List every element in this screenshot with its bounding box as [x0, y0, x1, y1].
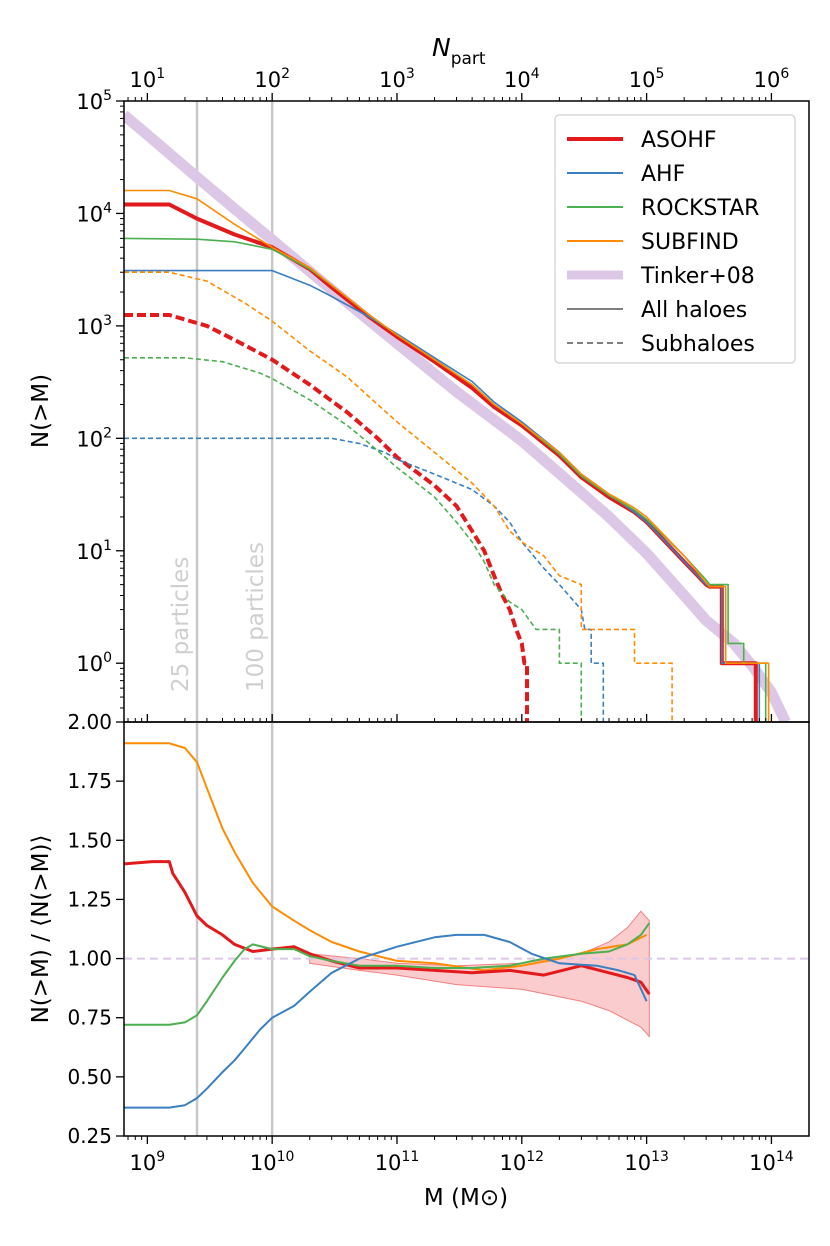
npart-tick-label: 101 — [130, 66, 166, 92]
y-tick-label: 103 — [76, 313, 112, 339]
x-tick-label: 1010 — [250, 1149, 295, 1175]
y-tick-label: 100 — [76, 650, 112, 676]
top-axis-label: Npart — [432, 33, 486, 69]
legend-label-asohf: ASOHF — [641, 128, 717, 153]
x-tick-label: 1012 — [500, 1149, 545, 1175]
npart-tick-label: 102 — [254, 66, 290, 92]
top-axis-label-main: N — [432, 33, 451, 62]
y-axis-label-top: N(>M) — [28, 374, 54, 448]
x-axis-label: M (M⊙) — [424, 1185, 508, 1211]
x-tick-label: 1013 — [624, 1149, 669, 1175]
npart-tick-label: 106 — [754, 66, 790, 92]
vline-label-25-particles: 25 particles — [168, 557, 194, 692]
legend-label-ahf: AHF — [641, 162, 685, 187]
ratio-series — [124, 742, 809, 1109]
band-asohf-spread — [309, 910, 650, 1038]
ratio-y-tick-label: 1.75 — [67, 769, 112, 793]
legend: ASOHF AHF ROCKSTAR SUBFIND Tinker+08 All halo… — [554, 114, 796, 364]
bottom-panel-axes: 0.25 0.50 0.75 1.00 1.25 1.50 1.75 2.00 109 1010 1… — [67, 710, 810, 1175]
npart-tick-label: 104 — [504, 66, 540, 92]
x-tick-label: 1014 — [749, 1149, 794, 1175]
series-rockstar-sub — [124, 357, 583, 722]
reference-lines-bottom — [195, 722, 274, 1136]
ratio-y-tick-label: 1.50 — [67, 828, 112, 852]
bottom-panel-frame — [123, 721, 810, 1137]
ratio-y-tick-label: 1.00 — [67, 947, 112, 971]
series-rockstar-all — [124, 237, 767, 722]
legend-label-subfind: SUBFIND — [641, 230, 739, 255]
series-tinker-08-band — [124, 110, 791, 722]
series-ahf-sub — [124, 437, 605, 722]
y-tick-label: 101 — [76, 538, 112, 564]
npart-tick-label: 105 — [629, 66, 665, 92]
npart-tick-label: 103 — [379, 66, 415, 92]
mass-function-series — [124, 110, 791, 722]
legend-label-all-haloes: All haloes — [641, 298, 747, 323]
ratio-ahf — [124, 933, 648, 1109]
ratio-y-tick-label: 1.25 — [67, 887, 112, 911]
series-subfind-all — [124, 189, 770, 722]
reference-lines: 25 particles 100 particles — [168, 101, 274, 722]
ratio-y-tick-label: 0.25 — [67, 1124, 112, 1148]
top-axis-label-sub: part — [451, 49, 486, 69]
top-panel: 25 particles 100 particles 100 101 102 103 10… — [76, 66, 810, 723]
legend-label-rockstar: ROCKSTAR — [641, 196, 759, 221]
x-tick-label: 1011 — [375, 1149, 420, 1175]
ratio-rockstar — [124, 922, 651, 1026]
ratio-subfind — [124, 742, 648, 972]
y-tick-label: 105 — [76, 88, 112, 114]
series-subfind-sub — [124, 271, 673, 722]
legend-frame — [554, 114, 796, 364]
vline-label-100-particles: 100 particles — [243, 542, 269, 692]
ratio-y-tick-label: 0.50 — [67, 1065, 112, 1089]
ratio-y-tick-label: 0.75 — [67, 1006, 112, 1030]
x-tick-label: 109 — [130, 1149, 166, 1175]
series-asohf-sub — [124, 313, 529, 722]
y-tick-label: 102 — [76, 425, 112, 451]
y-axis-label-bottom: N(>M) / ⟨N(>M)⟩ — [28, 835, 54, 1024]
ratio-y-tick-label: 2.00 — [67, 710, 112, 734]
legend-label-tinker-08: Tinker+08 — [640, 264, 755, 289]
y-tick-label: 104 — [76, 200, 112, 226]
bottom-panel: 0.25 0.50 0.75 1.00 1.25 1.50 1.75 2.00 109 1010 1… — [67, 710, 810, 1175]
legend-label-subhaloes: Subhaloes — [641, 332, 755, 357]
